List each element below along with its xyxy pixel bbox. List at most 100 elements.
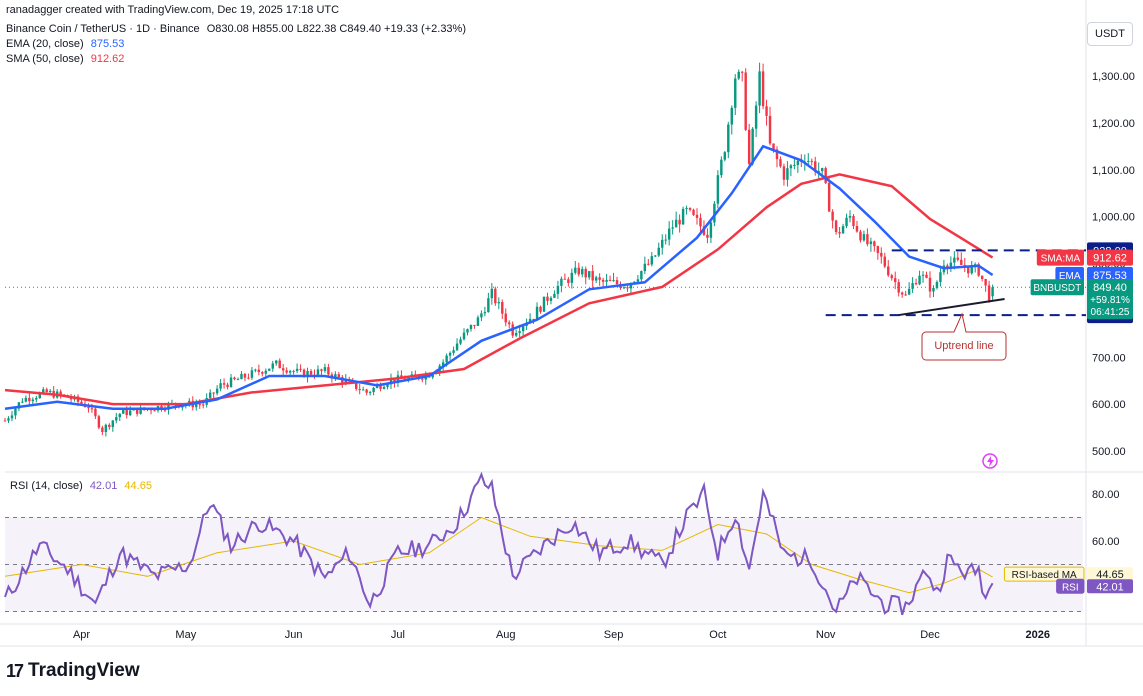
x-tick-label: Sep	[604, 629, 624, 641]
y-tick-label: 500.00	[1092, 446, 1126, 458]
candle-body	[104, 424, 108, 433]
candle-body	[459, 339, 462, 344]
chart-canvas[interactable]: 500.00600.00700.00800.00900.001,000.001,…	[0, 0, 1143, 650]
price-tag-value-box	[1087, 279, 1133, 320]
candle-body	[233, 377, 236, 380]
candle-body	[834, 220, 838, 233]
symbol-title[interactable]: Binance Coin / TetherUS · 1D · Binance	[6, 23, 200, 35]
candle-body	[987, 285, 991, 302]
candle-body	[629, 283, 633, 289]
candle-body	[94, 408, 97, 417]
y-tick-label: 1,300.00	[1092, 71, 1135, 83]
currency-button[interactable]: USDT	[1087, 22, 1133, 46]
rsi-tag-name: RSI-based MA	[1012, 570, 1077, 581]
candle-body	[441, 362, 445, 366]
x-tick-label: Apr	[73, 629, 90, 641]
candle-body	[601, 279, 605, 282]
candle-body	[358, 388, 361, 390]
candle-body	[90, 408, 94, 410]
candle-body	[198, 404, 201, 406]
candle-body	[28, 397, 31, 402]
candle-body	[636, 279, 640, 282]
candle-body	[38, 392, 41, 399]
price-tag-value: 875.53	[1093, 270, 1127, 282]
candle-body	[918, 275, 921, 285]
candle-body	[855, 226, 859, 232]
rsi-tag-value: 42.01	[1096, 581, 1124, 593]
candle-body	[796, 160, 800, 165]
candle-body	[139, 407, 142, 414]
annotation-text: Uptrend line	[934, 340, 993, 352]
candle-body	[195, 404, 198, 408]
candle-body	[539, 306, 542, 312]
candle-body	[229, 377, 233, 387]
candle-body	[445, 355, 448, 363]
legend-sma-row[interactable]: SMA (50, close) 912.62	[6, 52, 466, 67]
rsi-line	[4, 471, 994, 616]
candle-body	[626, 287, 629, 289]
candle-body	[292, 371, 295, 373]
candle-body	[956, 257, 960, 260]
candle-body	[883, 256, 887, 267]
candle-body	[852, 216, 855, 227]
price-tag-name: BNBUSDT	[1033, 283, 1081, 294]
candle-body	[939, 272, 942, 282]
candle-body	[584, 268, 587, 278]
candle-body	[737, 71, 740, 79]
candle-body	[946, 265, 949, 268]
candle-body	[577, 267, 580, 275]
candle-body	[337, 374, 341, 378]
candle-body	[355, 381, 358, 389]
candle-body	[838, 232, 841, 234]
candle-body	[612, 280, 615, 282]
candle-body	[462, 332, 466, 340]
candle-body	[518, 331, 521, 333]
price-tag-extra: 06:41:25	[1091, 307, 1130, 318]
rsi-tag-value-box	[1087, 567, 1133, 582]
candle-body	[935, 281, 939, 288]
candle-body	[831, 211, 834, 221]
candle-body	[841, 226, 845, 234]
candle-body	[17, 402, 21, 409]
candle-body	[243, 373, 247, 378]
y-tick-label: 700.00	[1092, 352, 1126, 364]
candle-body	[87, 407, 90, 409]
candle-body	[643, 263, 647, 272]
price-tag-value-box	[1087, 249, 1133, 266]
price-tag-value-box	[1087, 266, 1133, 283]
tradingview-logo[interactable]: 17 TradingView	[6, 660, 140, 682]
candle-body	[880, 252, 883, 257]
candle-body	[761, 71, 765, 107]
candle-body	[504, 313, 507, 323]
candle-body	[247, 377, 250, 379]
candle-body	[862, 234, 866, 241]
price-tag-name-box	[1036, 249, 1084, 266]
annotation-callout[interactable]	[921, 312, 1007, 361]
rsi-legend[interactable]: RSI (14, close) 42.01 44.65	[10, 480, 152, 492]
candle-body	[911, 283, 914, 289]
candle-body	[128, 410, 132, 416]
candle-body	[650, 256, 654, 265]
candle-body	[608, 279, 612, 281]
candle-body	[115, 417, 118, 421]
price-tag-extra: +59.81%	[1090, 295, 1130, 306]
candle-body	[727, 124, 730, 153]
candle-body	[685, 208, 688, 210]
ema-label: EMA (20, close)	[6, 38, 84, 50]
candle-body	[10, 415, 14, 419]
legend-ema-row[interactable]: EMA (20, close) 875.53	[6, 37, 466, 52]
candle-body	[389, 378, 393, 385]
candle-body	[775, 149, 779, 160]
x-tick-label: 2026	[1026, 629, 1050, 641]
rsi-tag-name-box	[1003, 566, 1085, 582]
candle-body	[264, 370, 268, 374]
candle-body	[984, 279, 987, 286]
uptrend-line[interactable]	[898, 298, 1005, 317]
candle-body	[657, 247, 660, 256]
candle-body	[97, 416, 101, 428]
candle-body	[765, 106, 768, 116]
alert-lightning-icon[interactable]	[982, 453, 998, 469]
candle-body	[309, 370, 313, 375]
candle-body	[598, 277, 601, 280]
ohlc-values: O830.08 H855.00 L822.38 C849.40 +19.33 (…	[206, 23, 466, 35]
